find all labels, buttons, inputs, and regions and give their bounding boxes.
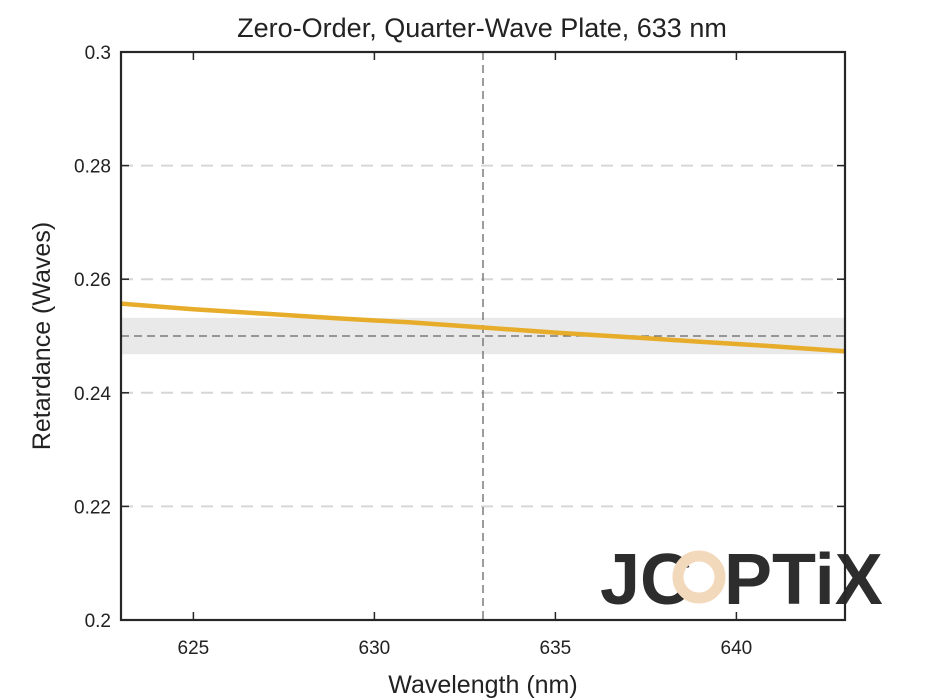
y-tick-label: 0.2 [85,611,111,632]
x-tick-label: 635 [540,638,572,659]
y-tick-label: 0.22 [74,497,111,518]
x-tick-label: 640 [721,638,753,659]
plot-frame [119,50,847,622]
y-axis-label: Retardance (Waves) [28,222,56,450]
jcoptix-logo: JC PTiX [600,540,883,620]
y-tick-label: 0.3 [85,43,111,64]
chart-title: Zero-Order, Quarter-Wave Plate, 633 nm [237,13,727,43]
x-axis-label: Wavelength (nm) [388,671,577,699]
x-tick-label: 630 [359,638,391,659]
plot-area: JC PTiX [119,50,883,622]
y-tick-label: 0.28 [74,157,111,178]
y-tick-label: 0.24 [74,384,111,405]
x-tick-labels: 625 630 635 640 [178,638,753,659]
x-tick-label: 625 [178,638,210,659]
y-tick-label: 0.26 [74,270,111,291]
logo-ptix: PTiX [724,540,883,620]
logo-o-ring [672,550,726,604]
retardance-series-line [120,301,846,354]
axis-ticks [121,51,845,621]
y-tick-labels: 0.2 0.22 0.24 0.26 0.28 0.3 [74,43,111,632]
